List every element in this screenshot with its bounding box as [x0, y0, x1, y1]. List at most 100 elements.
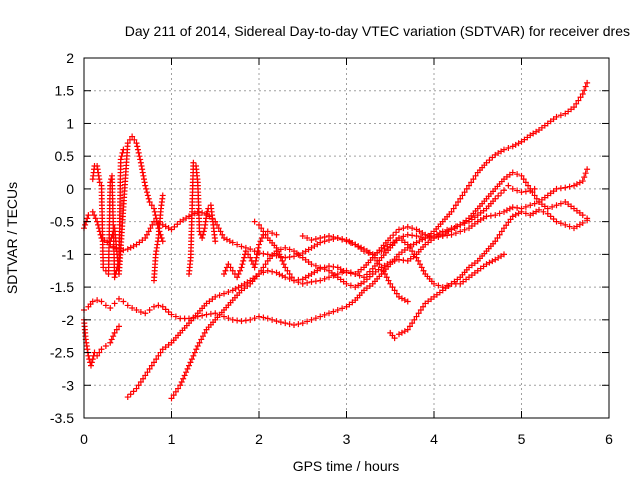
data-point	[273, 244, 280, 251]
data-point	[171, 223, 178, 230]
data-point	[85, 212, 92, 219]
data-point	[317, 235, 324, 241]
data-point	[137, 379, 144, 385]
data-point	[260, 231, 267, 238]
data-point	[256, 241, 262, 248]
data-point	[140, 172, 147, 179]
data-point	[229, 267, 236, 274]
data-point	[251, 264, 258, 271]
data-point	[199, 209, 206, 216]
data-point	[142, 310, 149, 317]
data-point	[282, 244, 289, 251]
data-point	[284, 267, 291, 274]
x-tick-label: 6	[605, 431, 613, 447]
data-point	[113, 326, 120, 333]
data-point	[492, 238, 499, 245]
data-point	[94, 352, 101, 359]
data-point	[369, 251, 376, 258]
data-point	[406, 244, 413, 251]
data-point	[450, 205, 457, 212]
data-point	[149, 221, 156, 228]
data-point	[134, 146, 141, 153]
data-point	[239, 261, 246, 268]
data-point	[448, 208, 455, 215]
data-point	[385, 277, 392, 284]
data-point	[212, 293, 219, 300]
data-point	[492, 212, 499, 219]
data-point	[463, 185, 470, 192]
data-point	[393, 290, 400, 297]
data-point	[260, 264, 267, 271]
data-point	[107, 305, 114, 312]
data-point	[304, 235, 311, 241]
data-point	[505, 182, 512, 189]
data-point	[312, 278, 319, 285]
data-point	[127, 391, 134, 398]
data-point	[212, 238, 219, 245]
data-point	[286, 271, 293, 277]
data-point	[172, 388, 179, 395]
data-point	[483, 213, 490, 220]
data-point	[111, 300, 118, 307]
data-point	[582, 83, 589, 90]
data-point	[142, 182, 149, 189]
data-point	[217, 228, 224, 235]
data-point	[141, 176, 147, 183]
data-point	[282, 320, 289, 327]
data-point	[557, 220, 564, 227]
data-point	[277, 254, 284, 261]
data-point	[168, 311, 175, 318]
data-point	[459, 192, 466, 199]
data-point	[291, 322, 297, 329]
data-point	[148, 362, 155, 369]
data-point	[207, 310, 214, 317]
data-point	[584, 166, 591, 173]
series-scatter-1	[81, 316, 122, 369]
data-point	[334, 235, 341, 241]
data-point	[221, 290, 227, 297]
data-point	[308, 261, 315, 268]
data-point	[151, 208, 158, 215]
data-point	[286, 246, 293, 253]
data-point	[251, 218, 258, 225]
data-point	[509, 169, 516, 176]
data-point	[387, 235, 394, 241]
data-point	[498, 228, 505, 235]
data-point	[514, 171, 521, 178]
data-point	[571, 104, 577, 111]
data-point	[138, 163, 145, 169]
data-point	[527, 202, 534, 209]
data-point	[269, 316, 276, 323]
data-point	[194, 343, 201, 349]
data-point	[553, 113, 560, 120]
data-point	[183, 369, 190, 376]
data-point	[151, 205, 157, 212]
data-point	[247, 316, 254, 323]
data-point	[269, 268, 276, 275]
data-point	[221, 313, 227, 320]
data-point	[159, 303, 166, 310]
y-tick-label: 1.5	[55, 83, 75, 99]
series-sat-a	[81, 79, 591, 329]
data-point	[455, 199, 462, 205]
data-point	[89, 298, 96, 305]
data-point	[254, 248, 261, 255]
data-point	[279, 257, 286, 264]
data-point	[531, 192, 538, 199]
data-point	[111, 329, 118, 336]
data-point	[280, 261, 287, 268]
data-point	[391, 335, 398, 342]
data-point	[256, 313, 262, 320]
y-tick-label: 0.5	[55, 148, 75, 164]
data-point	[390, 232, 397, 239]
x-tick-label: 3	[343, 431, 351, 447]
data-point	[339, 269, 346, 276]
data-point	[457, 195, 464, 202]
y-tick-label: 2	[66, 50, 74, 66]
data-point	[557, 200, 564, 207]
data-point	[157, 349, 164, 356]
data-point	[118, 153, 125, 160]
data-point	[130, 388, 137, 395]
data-point	[264, 315, 271, 322]
